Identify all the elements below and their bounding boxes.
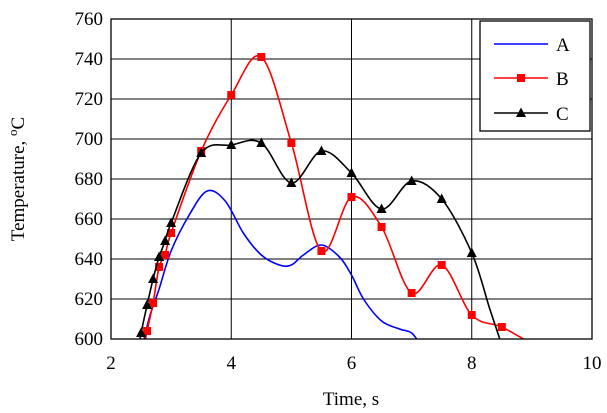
- series-c-point: [154, 251, 165, 261]
- legend-box: [479, 20, 591, 132]
- y-tick-label: 660: [75, 209, 104, 230]
- series-c-point: [256, 137, 267, 147]
- series-b-point: [467, 311, 476, 319]
- series-b-point: [407, 289, 416, 297]
- legend-label-b: B: [556, 69, 569, 90]
- y-tick-label: 720: [75, 89, 104, 110]
- series-b-point: [149, 299, 158, 307]
- x-tick-label: 6: [347, 353, 357, 374]
- legend-marker-c: [516, 107, 526, 117]
- series-b-point: [167, 229, 176, 237]
- series-b-point: [287, 139, 296, 147]
- legend-item-b: B: [494, 69, 569, 90]
- x-tick-label: 8: [467, 353, 477, 374]
- series-layer: [136, 53, 526, 339]
- series-c-point: [160, 235, 171, 245]
- y-tick-label: 600: [75, 329, 104, 350]
- y-axis-title: Temperature, oC: [5, 117, 29, 241]
- series-c-point: [286, 177, 297, 187]
- series-b: [143, 53, 526, 339]
- series-b-point: [437, 261, 446, 269]
- plot-area-border: [110, 18, 593, 340]
- series-b-point: [347, 193, 356, 201]
- series-c-point: [196, 147, 207, 157]
- series-c-point: [226, 139, 237, 149]
- y-tick-labels: 600 620 640 660 680 700 720 740 760: [75, 9, 104, 350]
- legend-marker-b: [517, 74, 525, 82]
- series-b-point: [257, 53, 266, 61]
- series-c-point: [406, 175, 417, 185]
- x-tick-labels: 2 4 6 8 10: [106, 353, 601, 374]
- series-b-line: [144, 54, 526, 339]
- y-tick-label: 640: [75, 249, 104, 270]
- series-b-point: [143, 327, 152, 335]
- legend-item-c: C: [494, 104, 569, 125]
- series-c-point: [466, 247, 477, 257]
- legend-item-a: A: [494, 35, 570, 56]
- series-c: [136, 137, 501, 339]
- series-b-point: [317, 247, 326, 255]
- series-a: [143, 189, 418, 339]
- series-c-point: [376, 203, 387, 213]
- series-b-point: [497, 323, 506, 331]
- legend-label-a: A: [556, 35, 570, 56]
- series-c-point: [346, 167, 357, 177]
- legend: ABC: [479, 20, 591, 132]
- series-b-point: [377, 223, 386, 231]
- series-c-point: [316, 145, 327, 155]
- x-tick-label: 10: [583, 353, 602, 374]
- series-c-point: [436, 193, 447, 203]
- series-c-point: [148, 273, 159, 283]
- series-c-point: [142, 299, 153, 309]
- y-tick-label: 620: [75, 289, 104, 310]
- series-b-point: [227, 91, 236, 99]
- x-tick-label: 4: [227, 353, 237, 374]
- y-tick-label: 740: [75, 49, 104, 70]
- series-b-point: [155, 263, 164, 271]
- y-tick-label: 680: [75, 169, 104, 190]
- x-tick-label: 2: [106, 353, 116, 374]
- y-tick-label: 700: [75, 129, 104, 150]
- series-c-point: [136, 327, 147, 337]
- x-axis-title: Time, s: [323, 389, 379, 410]
- series-c-point: [166, 217, 177, 227]
- series-b-point: [161, 251, 170, 259]
- y-tick-label: 760: [75, 9, 104, 30]
- series-a-line: [143, 189, 418, 339]
- legend-label-c: C: [556, 104, 569, 125]
